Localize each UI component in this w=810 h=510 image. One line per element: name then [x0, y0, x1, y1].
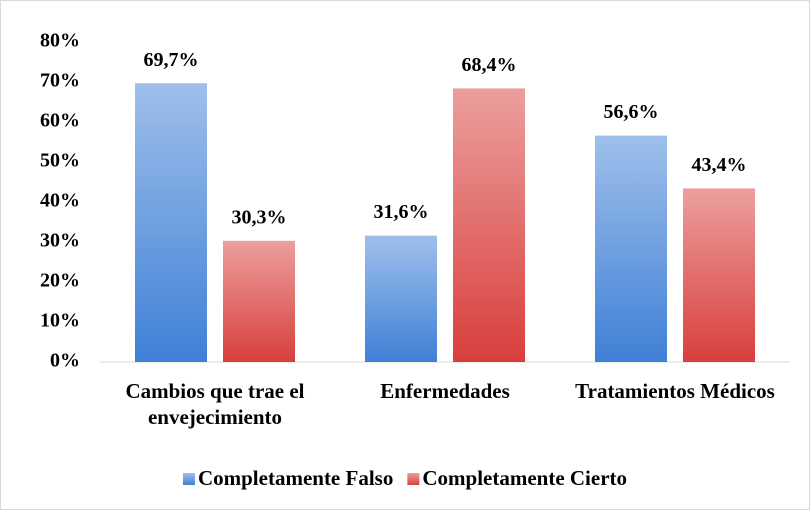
y-tick-label: 80% [40, 30, 80, 52]
data-label: 31,6% [374, 201, 429, 223]
bar [683, 188, 755, 362]
x-tick-label: Tratamientos Médicos [575, 379, 775, 403]
y-tick-label: 70% [40, 70, 80, 92]
y-tick-label: 10% [40, 310, 80, 332]
x-tick-label: Enfermedades [380, 379, 510, 403]
y-tick-label: 50% [40, 150, 80, 172]
bar [365, 235, 437, 362]
bar [595, 135, 667, 362]
data-label: 43,4% [692, 154, 747, 176]
y-tick-label: 40% [40, 190, 80, 212]
y-tick-label: 0% [50, 350, 80, 372]
data-label: 30,3% [232, 206, 287, 228]
legend-item: Completamente Falso [182, 466, 393, 490]
bar [223, 240, 295, 362]
y-tick-label: 20% [40, 270, 80, 292]
legend-swatch [182, 473, 195, 485]
legend-label: Completamente Cierto [422, 466, 627, 490]
bar [453, 88, 525, 363]
data-label: 56,6% [604, 101, 659, 123]
y-tick-label: 60% [40, 110, 80, 132]
x-tick-label: Cambios que trae el envejecimiento [125, 379, 305, 429]
legend-item: Completamente Cierto [407, 466, 627, 490]
bar [135, 83, 207, 362]
y-tick-label: 30% [40, 230, 80, 252]
legend-swatch [407, 473, 420, 485]
data-label: 68,4% [462, 54, 517, 76]
data-label: 69,7% [144, 49, 199, 71]
legend-label: Completamente Falso [198, 466, 393, 490]
